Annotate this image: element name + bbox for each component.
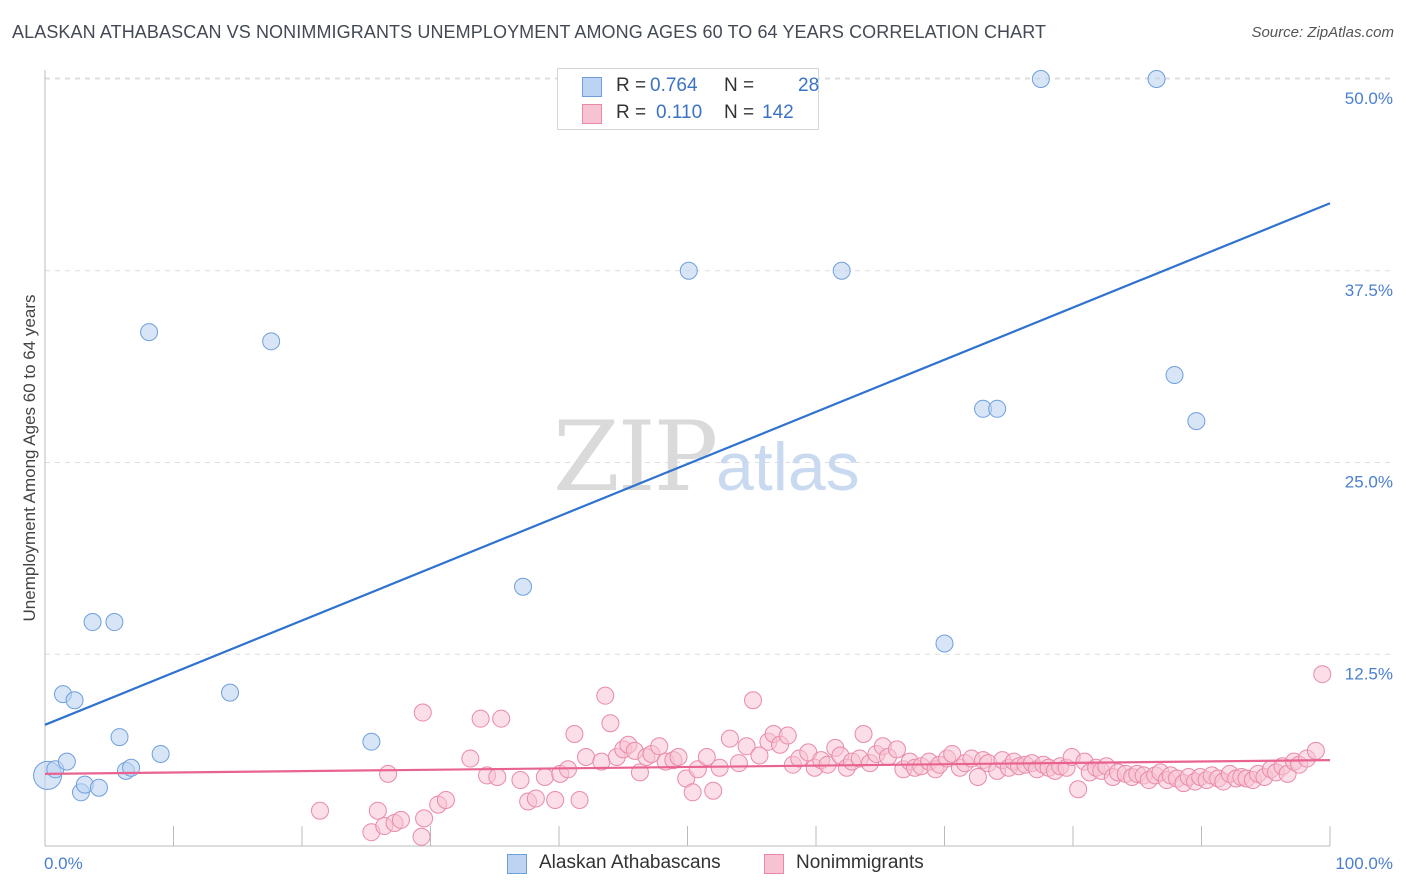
nonimmigrant-point [943,744,962,763]
nonimmigrant-point [310,801,329,820]
legend-n-label: N = [724,102,755,123]
stats-legend: R = 0.764 N = 28 R = 0.110 N = 142 [557,68,819,130]
nonimmigrant-point [570,790,589,809]
legend-r-value: 0.764 [650,75,698,96]
nonimmigrant-point [413,703,432,722]
nonimmigrant-point [778,726,797,745]
alaskan-athabascan-point [262,332,281,351]
nonimmigrant-point [546,790,565,809]
legend-n-value: 28 [798,75,820,96]
nonimmigrant-point [1069,780,1088,799]
alaskan-athabascans-points [33,70,1206,802]
y-axis-label: Unemployment Among Ages 60 to 64 years [20,295,39,622]
alaskan-athabascan-point [140,323,159,342]
source-credit: Source: ZipAtlas.com [1251,24,1394,41]
y-tick-label: 50.0% [1345,89,1393,108]
nonimmigrant-point [688,760,707,779]
alaskan-athabascan-point [1187,412,1206,431]
alaskan-athabascan-point [935,634,954,653]
nonimmigrant-point [576,748,595,767]
legend-n-value: 142 [762,102,794,123]
trend-lines [44,202,1331,776]
nonimmigrant-point [526,789,545,808]
nonimmigrant-point [1313,665,1332,684]
nonimmigrant-point [750,746,769,765]
alaskan-athabascan-point [679,261,698,280]
alaskan-athabascan-point [1147,70,1166,88]
nonimmigrant-point [492,709,511,728]
nonimmigrant-point [650,737,669,756]
alaskan-athabascan-point [110,728,129,747]
nonimmigrant-point [471,709,490,728]
nonimmigrant-point [854,725,873,744]
nonimmigrant-point [368,801,387,820]
bottom-legend-swatch-blue [507,854,527,874]
chart-title: ALASKAN ATHABASCAN VS NONIMMIGRANTS UNEM… [12,22,1047,42]
legend-swatch-pink [582,104,602,124]
alaskan-athabascan-point [514,577,533,596]
watermark-zip: ZIP [553,401,716,513]
alaskan-athabascan-point [83,613,102,632]
nonimmigrant-point [720,729,739,748]
alaskan-athabascan-point [89,778,108,797]
y-tick-label: 12.5% [1345,664,1393,683]
legend-swatch-blue [582,77,602,97]
legend-n-label: N = [724,75,755,96]
alaskan-trend-line [44,202,1331,726]
nonimmigrant-point [565,725,584,744]
nonimmigrant-point [887,740,906,759]
y-tick-labels: 12.5% 25.0% 37.5% 50.0% [1345,89,1393,683]
legend-r-value: 0.110 [656,102,703,123]
nonimmigrants-points [310,665,1332,846]
x-tick-label: 100.0% [1335,854,1393,873]
nonimmigrant-point [737,737,756,756]
bottom-legend-label: Nonimmigrants [796,852,924,873]
alaskan-athabascan-point [57,752,76,771]
bottom-legend-swatch-pink [764,854,784,874]
x-ticks [44,826,1331,846]
nonimmigrant-point [379,764,398,783]
nonimmigrant-point [683,783,702,802]
nonimmigrant-point [391,810,410,829]
nonimmigrant-point [704,781,723,800]
legend-r-label: R = [616,75,647,96]
y-tick-label: 37.5% [1345,281,1393,300]
nonimmigrant-point [601,714,620,733]
y-tick-label: 25.0% [1345,473,1393,492]
alaskan-athabascan-point [105,613,124,632]
nonimmigrant-point [436,790,455,809]
nonimmigrant-point [461,749,480,768]
nonimmigrant-point [488,767,507,786]
x-tick-label: 0.0% [44,854,83,873]
alaskan-athabascan-point [1165,366,1184,385]
bottom-legend-label: Alaskan Athabascans [539,852,721,873]
alaskan-athabascan-point [151,744,170,763]
gridlines [45,77,1392,655]
alaskan-athabascan-point [65,691,84,710]
alaskan-athabascan-point [1031,70,1050,88]
nonimmigrant-point [968,767,987,786]
nonimmigrant-point [729,754,748,773]
nonimmigrant-point [697,748,716,767]
nonimmigrant-point [511,771,530,790]
nonimmigrants-trend-line [44,758,1331,776]
alaskan-athabascan-point [832,261,851,280]
alaskan-athabascan-point [221,683,240,702]
nonimmigrant-point [596,686,615,705]
nonimmigrant-point [669,748,688,767]
nonimmigrant-point [412,827,431,846]
alaskan-athabascan-point [362,732,381,751]
alaskan-athabascan-point [988,399,1007,418]
nonimmigrant-point [415,809,434,828]
x-tick-labels: 0.0% 100.0% [44,854,1393,873]
nonimmigrant-point [535,767,554,786]
nonimmigrant-point [1306,741,1325,760]
legend-r-label: R = [616,102,647,123]
watermark-atlas: atlas [716,429,860,505]
nonimmigrant-point [744,691,763,710]
